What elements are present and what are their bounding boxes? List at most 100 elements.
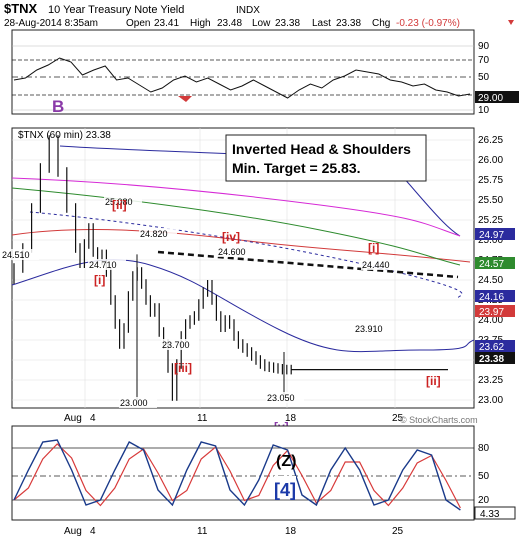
rsi-value-badge-text: 29.00 <box>478 93 503 104</box>
stoch-tick-20: 20 <box>478 495 490 506</box>
rsi-line <box>13 57 471 99</box>
stoch-tick-50: 50 <box>478 471 490 482</box>
copyright: © StockCharts.com <box>400 415 478 425</box>
price-badge <box>475 340 515 352</box>
rsi-panel-frame <box>11 29 475 115</box>
wave-labels: [i] [ii] [iii] [iv] [i] [ii] <box>94 198 441 388</box>
price-label-bg <box>1 249 39 260</box>
price-badge <box>475 257 515 269</box>
price-label-bg <box>266 392 304 403</box>
neckline-dashed <box>157 250 459 279</box>
rsi-tick-90: 90 <box>478 41 490 52</box>
price-label: 25.080 <box>105 197 133 207</box>
rsi-tick-10: 10 <box>478 105 490 116</box>
wave-4-label: [4] <box>274 480 296 500</box>
wave-z-label: (Z) <box>276 453 296 470</box>
wave-label: [ii] <box>112 198 127 212</box>
wave-label: [ii] <box>426 374 441 388</box>
x-tick-label: 4 <box>90 413 96 424</box>
low-label: Low <box>252 18 271 29</box>
datetime: 28-Aug-2014 8:35am <box>4 18 98 29</box>
price-badge <box>475 352 515 364</box>
annotation-box <box>225 134 427 182</box>
price-series-group <box>13 135 448 401</box>
rsi-oversold-fill <box>178 96 192 102</box>
price-label-bg <box>119 397 157 408</box>
stoch-signal-line <box>13 443 461 509</box>
price-badge-text: 24.97 <box>479 230 504 241</box>
price-badge-text: 23.62 <box>479 342 504 353</box>
x-tick-label: 11 <box>197 413 208 424</box>
wave-b-label: B <box>52 97 64 116</box>
open-label: Open <box>126 18 150 29</box>
price-y-tick: 23.25 <box>478 375 503 386</box>
instrument-name: 10 Year Treasury Note Yield <box>48 4 184 16</box>
price-label: 24.600 <box>218 247 246 257</box>
price-y-tick: 26.25 <box>478 135 503 146</box>
price-label: 24.820 <box>140 229 168 239</box>
low-value: 23.38 <box>275 18 300 29</box>
price-y-tick: 24.00 <box>478 315 503 326</box>
stoch-lines <box>13 439 461 511</box>
stoch-x-tick-label: Aug <box>64 526 82 537</box>
price-label-bg <box>139 228 177 239</box>
last-value: 23.38 <box>336 18 361 29</box>
price-label-bg <box>354 323 392 334</box>
price-badge-text: 23.97 <box>479 307 504 318</box>
stoch-value-badge <box>474 506 516 520</box>
price-label-bg <box>88 259 126 270</box>
price-badge <box>475 228 515 240</box>
rsi-tick-50: 50 <box>478 72 490 83</box>
rsi-value-badge <box>475 91 519 103</box>
annotation-line-1: Inverted Head & Shoulders <box>232 141 411 157</box>
price-y-tick: 23.00 <box>478 395 503 406</box>
price-y-tick: 25.75 <box>478 175 503 186</box>
price-badge-text: 23.38 <box>479 354 504 365</box>
rsi-tick-70: 70 <box>478 55 490 66</box>
price-label: 24.710 <box>89 260 117 270</box>
wave-4-box <box>274 476 296 498</box>
price-label: 23.050 <box>267 393 295 403</box>
price-y-ticks: 26.2526.0025.7525.5025.2525.0024.7524.50… <box>478 135 503 406</box>
main-x-axis: Aug 4 11 18 25 <box>64 413 404 424</box>
x-tick-label: Aug <box>64 413 82 424</box>
last-label: Last <box>312 18 331 29</box>
down-arrow-icon <box>508 20 514 25</box>
price-y-tick: 24.50 <box>478 275 503 286</box>
price-y-tick: 26.00 <box>478 155 503 166</box>
price-y-tick: 25.25 <box>478 215 503 226</box>
wave-label: [iv] <box>222 230 240 244</box>
x-tick-label: 18 <box>285 413 297 424</box>
rsi-line-group <box>13 57 471 102</box>
price-y-tick: 25.50 <box>478 195 503 206</box>
chg-value: -0.23 (-0.97%) <box>396 18 460 29</box>
rsi-panel: 90 70 50 10 29.00 B <box>11 29 519 116</box>
middle-band-dashed <box>29 211 463 299</box>
price-panel: 26.2526.0025.7525.5025.2525.0024.7524.50… <box>1 127 515 409</box>
stoch-x-tick-label: 18 <box>285 526 297 537</box>
stoch-panel-frame <box>11 425 475 521</box>
price-labels: 24.510 24.710 24.820 24.600 23.700 23.000 23.0… <box>1 196 399 408</box>
wave-label: [iii] <box>174 361 192 375</box>
price-label: 23.700 <box>162 340 190 350</box>
price-label-bg <box>104 196 142 207</box>
price-label: 23.910 <box>355 324 383 334</box>
stoch-tick-80: 80 <box>478 443 490 454</box>
main-panel-title: $TNX (60 min) 23.38 <box>18 130 111 141</box>
price-badge <box>475 290 515 302</box>
chart-header: $TNX 10 Year Treasury Note Yield INDX 28… <box>4 1 514 29</box>
x-tick-label: 25 <box>392 413 404 424</box>
high-value: 23.48 <box>217 18 242 29</box>
price-label-bg <box>217 246 255 257</box>
stoch-value-badge-text: 4.33 <box>480 509 500 520</box>
wave-label: [i] <box>368 241 379 255</box>
wave-label: [i] <box>94 273 105 287</box>
annotation-line-2: Min. Target = 25.83. <box>232 160 361 176</box>
stoch-x-tick-label: 11 <box>197 526 208 537</box>
ma-magenta <box>11 177 461 237</box>
open-value: 23.41 <box>154 18 179 29</box>
symbol: $TNX <box>4 1 38 16</box>
